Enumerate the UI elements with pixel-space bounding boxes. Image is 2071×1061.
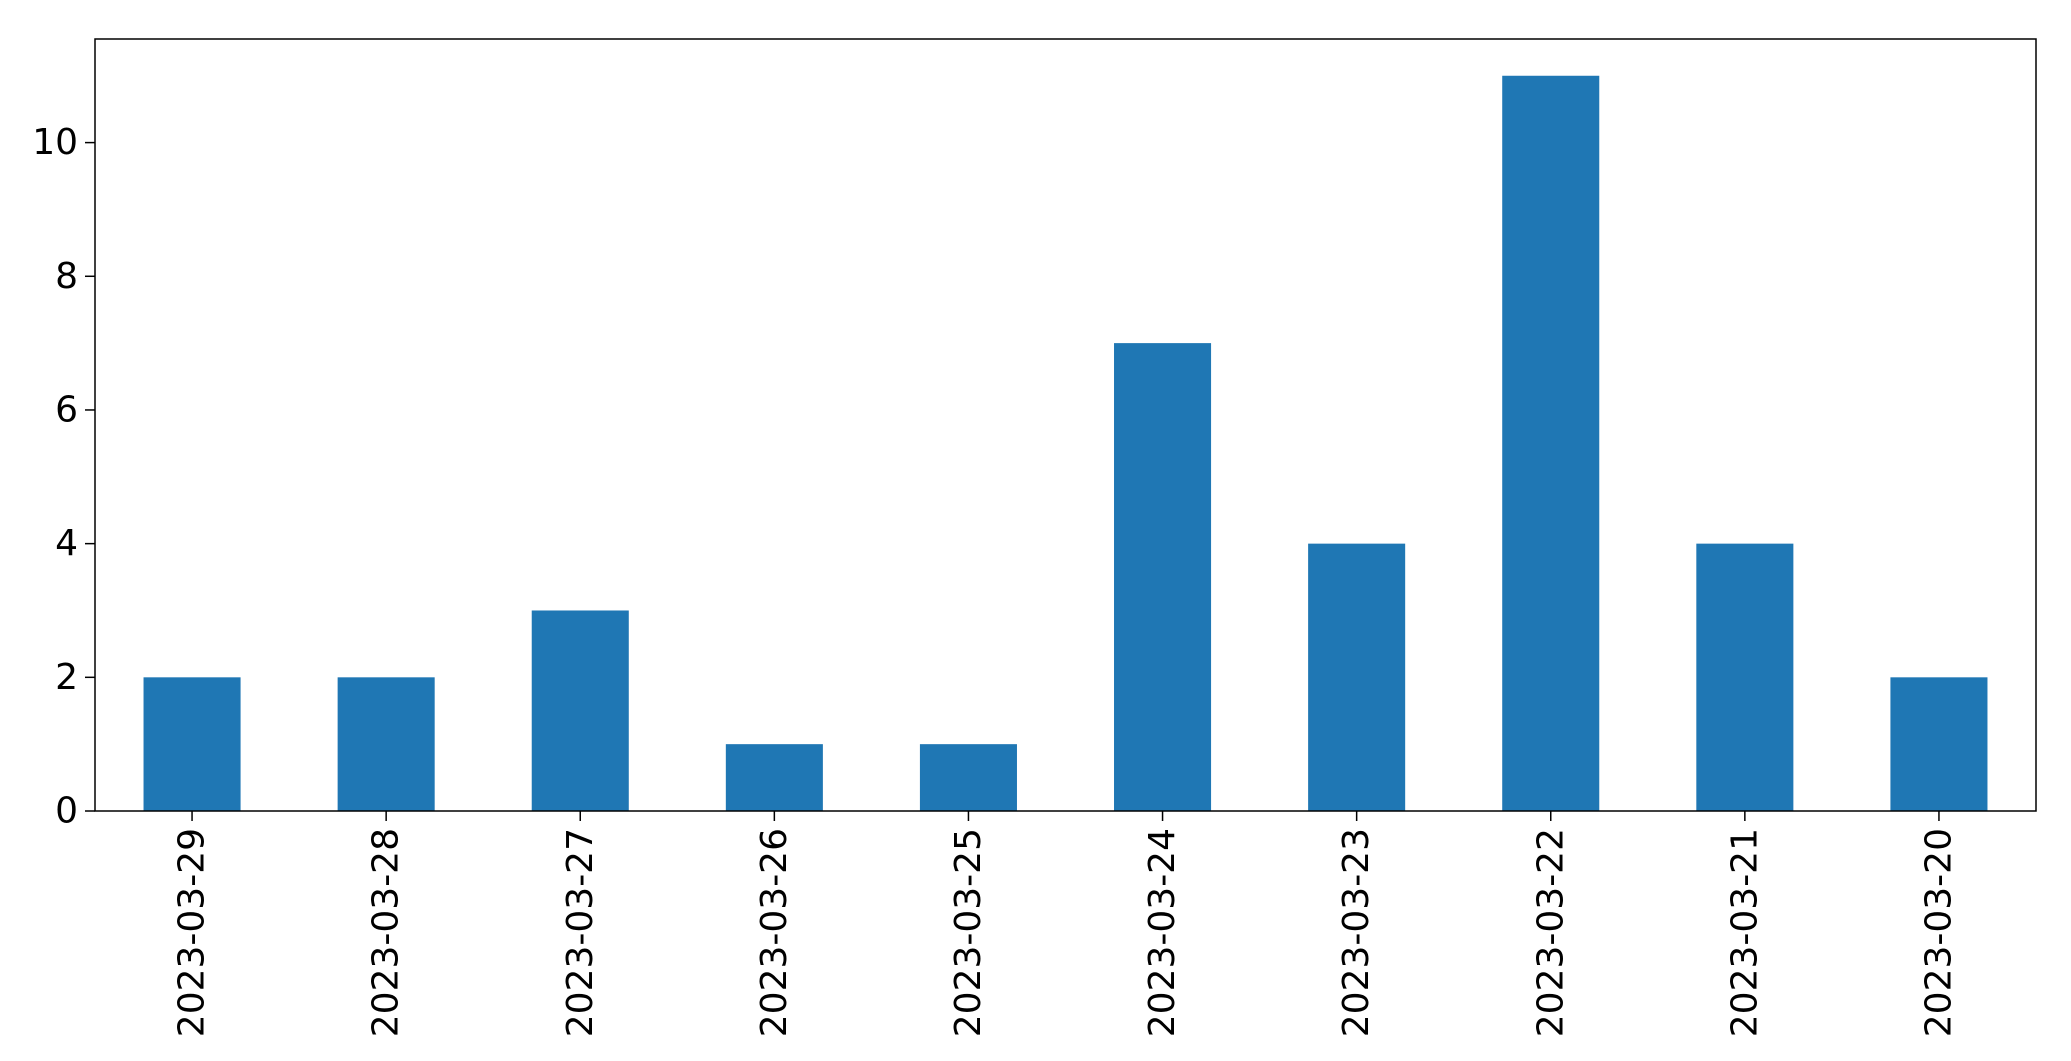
x-tick-label-2023-03-21: 2023-03-21: [1724, 828, 1765, 1037]
bar-2023-03-29: [143, 677, 241, 811]
plot-frame: [94, 38, 2037, 812]
x-tick-label-2023-03-22: 2023-03-22: [1530, 828, 1571, 1037]
bar-2023-03-23: [1308, 543, 1406, 811]
x-tick-label-2023-03-29: 2023-03-29: [172, 828, 213, 1037]
x-tick-label-2023-03-24: 2023-03-24: [1142, 828, 1183, 1037]
x-tick-label-2023-03-26: 2023-03-26: [754, 828, 795, 1037]
y-tick-label: 10: [32, 122, 78, 163]
x-tick-label-2023-03-25: 2023-03-25: [948, 828, 989, 1037]
bar-2023-03-28: [337, 677, 435, 811]
x-tick-label-2023-03-20: 2023-03-20: [1918, 828, 1959, 1037]
bar-2023-03-25: [919, 744, 1017, 811]
y-tick-label: 0: [55, 791, 78, 832]
bar-2023-03-22: [1502, 75, 1600, 811]
x-tick-label-2023-03-27: 2023-03-27: [560, 828, 601, 1037]
y-tick-label: 2: [55, 657, 78, 698]
y-tick-label: 4: [55, 523, 78, 564]
bar-2023-03-24: [1114, 343, 1212, 811]
y-axis: 0 2 4 6 8 10: [32, 122, 95, 832]
bar-2023-03-26: [725, 744, 823, 811]
y-tick-label: 6: [55, 389, 78, 430]
bar-2023-03-20: [1890, 677, 1988, 811]
y-tick-label: 8: [55, 256, 78, 297]
bar-2023-03-21: [1696, 543, 1794, 811]
bars-layer: [143, 75, 1988, 811]
x-tick-label-2023-03-23: 2023-03-23: [1336, 828, 1377, 1037]
bar-2023-03-27: [531, 610, 629, 811]
x-tick-label-2023-03-28: 2023-03-28: [366, 828, 407, 1037]
x-axis: 2023-03-29 2023-03-28 2023-03-27 2023-03-26…: [172, 811, 1959, 1037]
